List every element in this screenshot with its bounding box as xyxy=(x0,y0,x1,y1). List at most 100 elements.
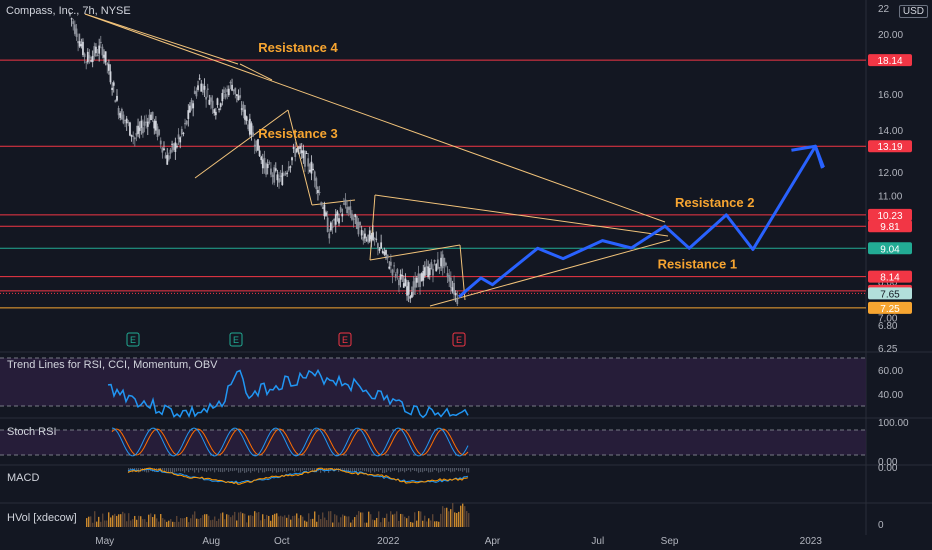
trendline xyxy=(84,13,666,223)
candle-body xyxy=(448,275,451,282)
candle-body xyxy=(216,98,219,105)
hvol-bar xyxy=(372,519,374,527)
candle-body xyxy=(325,212,327,216)
hvol-bar xyxy=(458,511,460,527)
candle-body xyxy=(281,172,284,185)
candle-body xyxy=(242,104,245,112)
candle-body xyxy=(140,120,143,128)
candle-body xyxy=(227,88,230,96)
hvol-bar xyxy=(152,517,154,527)
hvol-bar xyxy=(358,511,360,527)
candle-body xyxy=(200,83,203,92)
macd-histogram-bar xyxy=(154,468,156,472)
hvol-bar xyxy=(278,516,280,527)
hvol-bar xyxy=(400,513,402,527)
macd-histogram-bar xyxy=(320,468,322,473)
macd-histogram-bar xyxy=(416,468,418,472)
candle-body xyxy=(224,93,227,98)
macd-histogram-bar xyxy=(266,468,268,472)
candle-body xyxy=(289,166,292,168)
macd-histogram-bar xyxy=(212,468,214,471)
hvol-bar xyxy=(210,520,212,527)
macd-histogram-bar xyxy=(314,468,316,473)
hvol-bar xyxy=(466,511,468,527)
price-tick: 14.00 xyxy=(878,126,903,137)
hvol-bar xyxy=(166,521,168,527)
trendline xyxy=(369,244,461,261)
hvol-bar xyxy=(456,513,458,527)
hvol-bar xyxy=(252,515,254,527)
macd-histogram-bar xyxy=(324,468,326,473)
hvol-bar xyxy=(300,515,302,527)
time-tick: Apr xyxy=(485,536,501,547)
time-tick: 2022 xyxy=(377,536,400,547)
price-label-text: 8.14 xyxy=(880,273,900,284)
macd-histogram-bar xyxy=(388,468,390,471)
hvol-bar xyxy=(328,511,330,527)
hvol-bar xyxy=(354,517,356,527)
candle-body xyxy=(86,51,89,63)
hvol-bar xyxy=(444,508,446,527)
candle-body xyxy=(245,116,248,121)
candle-body xyxy=(192,103,195,109)
hvol-bar xyxy=(416,520,418,527)
rsi-band xyxy=(0,358,866,406)
price-tick: 11.00 xyxy=(878,191,903,202)
macd-histogram-bar xyxy=(310,468,312,471)
candle-body xyxy=(129,122,131,136)
candle-body xyxy=(412,281,415,295)
macd-histogram-bar xyxy=(444,468,446,472)
hvol-bar xyxy=(296,513,298,527)
macd-histogram-bar xyxy=(312,468,314,472)
rsi-tick: 60.00 xyxy=(878,366,903,377)
candle-body xyxy=(297,147,300,149)
macd-histogram-bar xyxy=(218,468,220,472)
hvol-bar xyxy=(206,514,208,527)
candle-body xyxy=(344,199,347,206)
candle-body xyxy=(226,89,229,93)
hvol-bar xyxy=(116,515,118,527)
hvol-bar xyxy=(410,521,412,527)
candle-body xyxy=(404,278,407,287)
hvol-bar xyxy=(374,520,376,527)
earnings-marker xyxy=(452,332,466,347)
price-label-badge xyxy=(868,301,912,314)
candle-body xyxy=(201,84,204,93)
macd-histogram-bar xyxy=(216,468,218,471)
candle-body xyxy=(360,230,363,236)
candle-body xyxy=(122,114,125,124)
candle-body xyxy=(137,125,139,134)
macd-histogram-bar xyxy=(462,468,464,472)
hvol-bar xyxy=(118,514,120,527)
candle-body xyxy=(219,103,222,107)
candle-body xyxy=(133,137,136,140)
hvol-bar xyxy=(288,514,290,527)
hvol-bar xyxy=(386,513,388,527)
candle-body xyxy=(419,273,421,287)
candle-body xyxy=(307,158,310,167)
macd-histogram-bar xyxy=(288,468,290,471)
hvol-bar xyxy=(146,521,148,527)
candle-body xyxy=(441,254,444,269)
candle-body xyxy=(453,283,455,295)
candle-body xyxy=(193,90,196,94)
trendline xyxy=(369,194,376,261)
hvol-bar xyxy=(430,520,432,527)
candle-body xyxy=(116,95,118,101)
candle-body xyxy=(124,119,126,121)
hvol-bar xyxy=(406,518,408,527)
macd-histogram-bar xyxy=(348,468,350,473)
currency-badge[interactable]: USD xyxy=(898,5,928,18)
stoch-tick: 0.00 xyxy=(878,457,898,468)
candle-body xyxy=(146,121,149,127)
macd-histogram-bar xyxy=(450,468,452,473)
macd-histogram-bar xyxy=(140,468,142,472)
macd-histogram-bar xyxy=(152,468,154,472)
trendline xyxy=(429,239,671,307)
macd-histogram-bar xyxy=(188,468,190,473)
candle-body xyxy=(78,41,81,47)
candle-body xyxy=(432,268,434,276)
price-label-badge xyxy=(868,208,912,221)
hvol-bar xyxy=(216,520,218,527)
hvol-bar xyxy=(140,516,142,527)
